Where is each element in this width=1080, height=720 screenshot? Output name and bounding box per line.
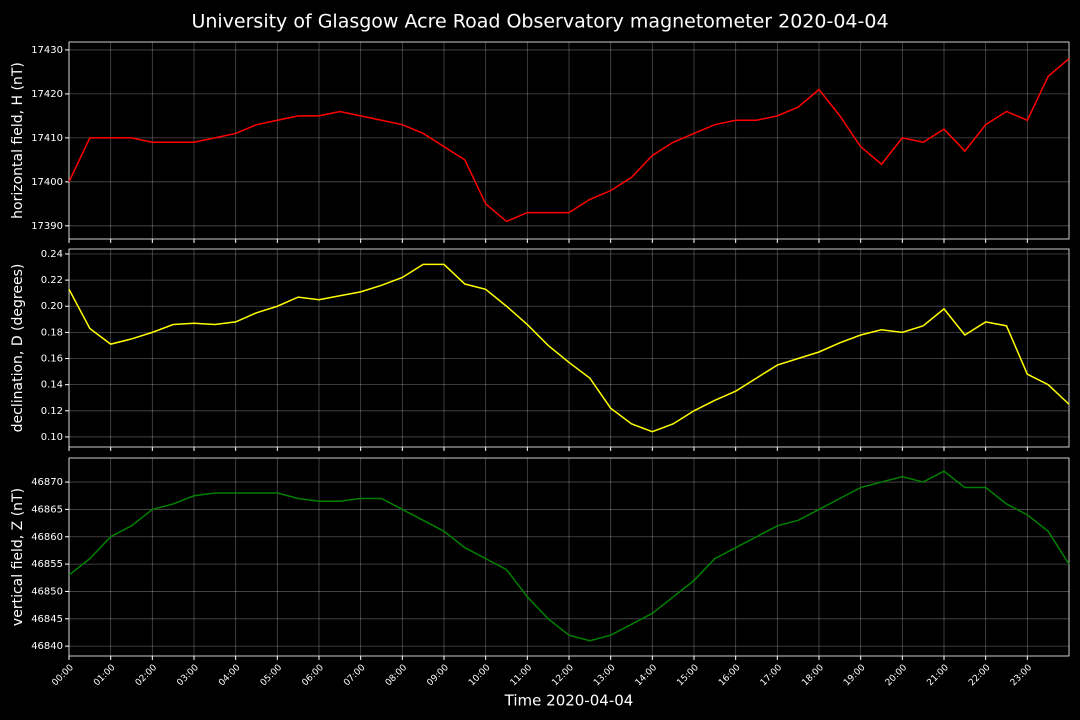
y-tick-label: 0.24 [41,249,63,260]
y-tick-label: 0.10 [41,432,63,443]
y-tick-label: 17400 [31,177,63,188]
y-tick-label: 46860 [31,532,63,543]
y-tick-label: 0.16 [41,354,63,365]
y-tick-label: 46870 [31,477,63,488]
y-tick-label: 0.22 [41,275,63,286]
y-axis-label: vertical field, Z (nT) [10,488,26,626]
y-tick-label: 46845 [31,614,63,625]
y-tick-label: 0.18 [41,327,63,338]
data-line [68,58,1070,223]
y-tick-label: 46850 [31,586,63,597]
data-line [68,470,1070,642]
y-tick-label: 46840 [31,641,63,652]
x-axis-label: Time 2020-04-04 [504,692,634,710]
y-tick-label: 0.20 [41,301,63,312]
y-tick-label: 46855 [31,559,63,570]
plot-frame [68,457,1070,657]
y-tick-label: 0.12 [41,406,63,417]
y-tick-label: 46865 [31,504,63,515]
y-tick-label: 0.14 [41,380,63,391]
y-tick-label: 17430 [31,45,63,56]
y-axis-label: horizontal field, H (nT) [10,62,26,219]
plot-frame [68,248,1070,448]
chart-title: University of Glasgow Acre Road Observat… [191,11,888,33]
y-tick-label: 17420 [31,89,63,100]
y-tick-label: 17390 [31,221,63,232]
y-axis-label: declination, D (degrees) [10,264,26,433]
data-line [68,263,1070,433]
y-tick-label: 17410 [31,133,63,144]
plot-frame [68,41,1070,240]
